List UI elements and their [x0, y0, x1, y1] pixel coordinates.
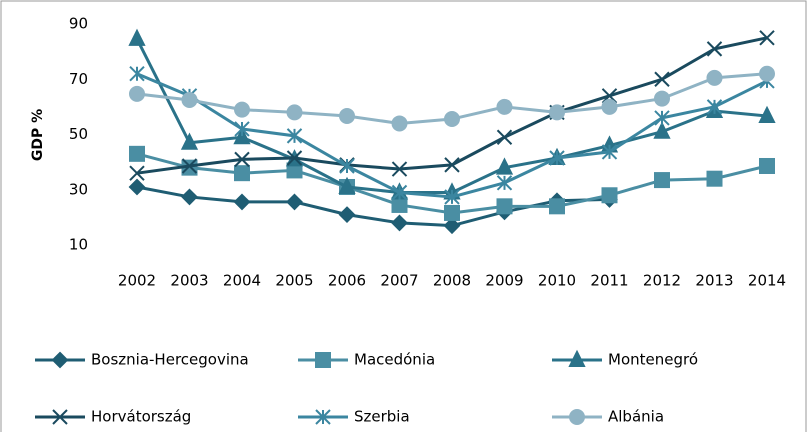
legend-marker — [315, 352, 331, 368]
y-tick-label: 30 — [69, 180, 88, 198]
marker — [339, 158, 355, 174]
legend-label: Albánia — [608, 408, 664, 426]
marker — [443, 217, 461, 235]
marker — [286, 150, 303, 166]
marker — [233, 193, 251, 211]
x-tick-label: 2008 — [433, 272, 471, 290]
marker — [129, 85, 145, 102]
marker — [128, 28, 146, 46]
series-line — [136, 36, 768, 175]
marker — [654, 71, 670, 87]
legend-marker — [52, 409, 68, 425]
marker — [129, 165, 145, 181]
x-tick-label: 2010 — [538, 272, 576, 290]
marker — [549, 104, 565, 121]
x-tick-label: 2007 — [380, 272, 418, 290]
marker — [706, 41, 723, 57]
marker — [234, 151, 250, 168]
legend-label: Szerbia — [354, 408, 410, 426]
marker — [706, 170, 723, 187]
marker — [653, 121, 671, 139]
marker — [444, 111, 460, 128]
y-tick-label: 50 — [69, 125, 88, 143]
legend-label: Bosznia-Hercegovina — [91, 351, 249, 369]
legend-marker — [315, 409, 331, 425]
marker — [706, 99, 723, 115]
marker — [759, 65, 775, 82]
marker — [391, 214, 408, 232]
marker — [391, 184, 408, 201]
marker — [496, 175, 513, 191]
x-tick-label: 2011 — [590, 272, 628, 290]
marker — [339, 107, 355, 124]
y-tick-label: 90 — [69, 15, 88, 33]
x-tick-label: 2004 — [223, 272, 261, 290]
marker — [549, 198, 565, 215]
x-tick-label: 2006 — [328, 272, 366, 290]
x-tick-label: 2013 — [695, 272, 733, 290]
x-tick-label: 2003 — [170, 272, 208, 290]
y-tick-label: 70 — [69, 70, 88, 88]
legend-label: Montenegró — [608, 351, 698, 369]
marker — [234, 121, 250, 137]
marker — [128, 178, 146, 196]
legend-marker — [51, 351, 69, 369]
marker — [759, 30, 775, 46]
marker — [601, 187, 618, 204]
legend-marker — [568, 349, 586, 367]
marker — [181, 158, 198, 174]
marker — [338, 206, 356, 224]
y-tick-label: 10 — [69, 236, 88, 254]
marker — [601, 98, 618, 115]
marker — [129, 145, 145, 162]
marker — [234, 165, 250, 182]
marker — [444, 189, 460, 205]
marker — [444, 157, 460, 173]
marker — [391, 115, 408, 132]
legend-marker — [569, 409, 585, 425]
marker — [601, 144, 618, 160]
marker — [496, 129, 513, 145]
x-tick-label: 2014 — [748, 272, 786, 290]
marker — [338, 176, 356, 194]
marker — [654, 110, 670, 126]
marker — [444, 204, 460, 221]
x-tick-label: 2012 — [643, 272, 681, 290]
marker — [286, 193, 303, 211]
x-tick-label: 2005 — [275, 272, 313, 290]
marker — [759, 157, 775, 174]
marker — [234, 101, 250, 118]
x-tick-label: 2009 — [485, 272, 523, 290]
marker — [549, 150, 565, 166]
marker — [654, 172, 670, 189]
marker — [286, 104, 303, 121]
marker — [391, 161, 408, 177]
marker — [706, 69, 723, 86]
marker — [180, 132, 199, 150]
marker — [181, 91, 198, 108]
marker — [391, 196, 408, 213]
y-axis-label: GDP % — [30, 109, 46, 161]
x-tick-label: 2002 — [118, 272, 156, 290]
marker — [654, 90, 670, 107]
marker — [758, 105, 776, 123]
legend-label: Horvátország — [91, 408, 191, 426]
marker — [181, 188, 198, 206]
marker — [129, 66, 145, 82]
marker — [495, 157, 514, 175]
marker — [496, 198, 513, 215]
marker — [233, 127, 251, 145]
marker — [496, 98, 513, 115]
marker — [286, 128, 303, 144]
legend-label: Macedónia — [354, 351, 435, 369]
